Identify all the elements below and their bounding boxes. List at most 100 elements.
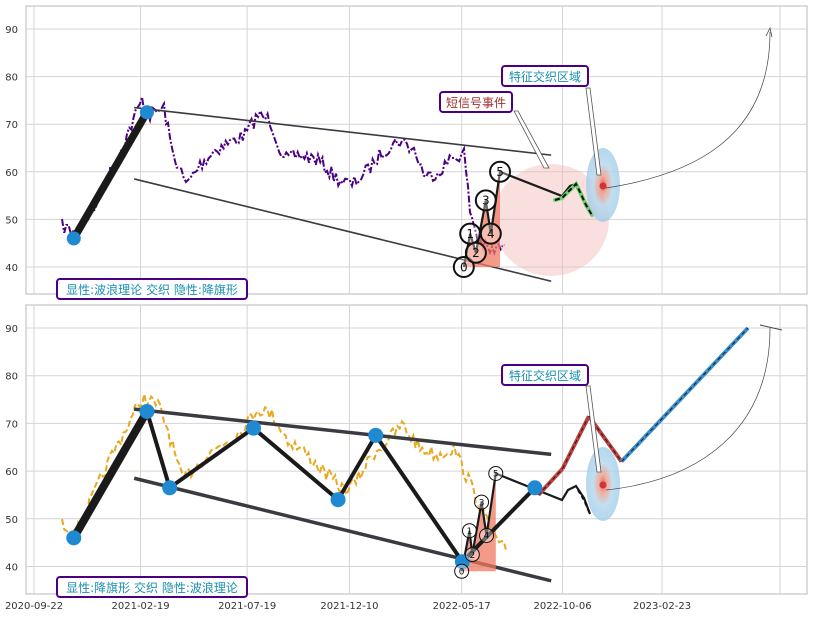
pivot-point [527, 480, 543, 496]
top-panel: 40 50 60 70 80 90 0 1 2 3 4 5 短信号事件 特征交织区域 显性:波浪理论… [5, 5, 808, 300]
x-tick-label: 2023-02-23 [633, 601, 691, 612]
wave-label: 4 [487, 227, 495, 241]
pattern-segment [373, 433, 465, 564]
wave-label-ring [489, 160, 512, 183]
y-tick-label: 40 [5, 563, 18, 574]
dashed-tail [554, 182, 593, 216]
wave-label-ring [461, 523, 477, 539]
signal-callout-text: 短信号事件 [446, 96, 506, 110]
x-tick-label: 2021-12-10 [320, 601, 378, 612]
zone-callout-bottom: 特征交织区域 [501, 364, 589, 386]
y-tick-label: 80 [5, 73, 18, 84]
y-tick-label: 70 [5, 120, 18, 131]
y-tick-label: 50 [5, 515, 18, 526]
wave-label-ring [464, 241, 487, 264]
y-tick-label: 60 [5, 467, 18, 478]
top-pivots [66, 105, 154, 246]
top-price-series [61, 96, 505, 257]
pattern-segment [69, 407, 151, 542]
projection-arc-top [605, 31, 771, 189]
top-wave-labels: 0 1 2 3 4 5 [452, 160, 512, 278]
pivot-point [66, 231, 81, 246]
y-tick-label: 90 [5, 25, 18, 36]
bottom-wave-labels: 0 1 2 3 4 5 [454, 465, 504, 579]
top-caption-box: 显性:波浪理论 交织 隐性:降旗形 [56, 278, 248, 300]
wave-label-ring [454, 563, 470, 579]
projection-dash [621, 327, 749, 462]
price-line-top [61, 96, 505, 257]
wave-label: 0 [459, 568, 465, 578]
pivot-point [162, 480, 178, 496]
x-tick-label: 2022-10-06 [533, 601, 591, 612]
projection-dash [562, 416, 590, 469]
projection-dash [538, 468, 563, 496]
pivot-point [368, 427, 384, 443]
pivot-point [139, 105, 154, 120]
price-line-bottom [61, 393, 507, 551]
wave-label: 2 [472, 246, 480, 260]
pattern-segment [336, 433, 378, 502]
bottom-gridlines [26, 305, 807, 594]
y-tick-label: 50 [5, 215, 18, 226]
wave-label-ring [488, 465, 504, 481]
wave-label-ring [464, 547, 480, 563]
x-tick-label: 2022-05-17 [433, 601, 491, 612]
x-tick-label: 2021-07-19 [218, 601, 276, 612]
callout-pointer-zone-bottom [585, 385, 602, 473]
zone-center-marker [599, 182, 607, 190]
y-tick-label: 40 [5, 263, 18, 274]
wave-label: 4 [484, 532, 490, 542]
callout-pointer-signal [513, 110, 550, 169]
x-tick-label: 2021-02-19 [112, 601, 170, 612]
wave-label: 3 [479, 498, 485, 508]
bottom-caption-box: 显性:降旗形 交织 隐性:波浪理论 [56, 576, 248, 598]
projection-arc-bottom [605, 327, 771, 491]
wave-label-ring [474, 494, 490, 510]
top-gridlines [26, 6, 807, 294]
pivot-point [66, 530, 82, 546]
top-plot-frame [25, 5, 808, 295]
wave-label: 5 [493, 470, 499, 480]
pattern-segment [460, 485, 537, 564]
arc-arrowhead-top [765, 26, 773, 38]
y-tick-label: 70 [5, 419, 18, 430]
dashed-tail [577, 489, 591, 515]
bottom-panel: 40 50 60 70 80 90 0 1 2 3 4 5 特征交织区域 显性:降旗形 交织 隐性:… [5, 304, 808, 612]
wave-label: 2 [469, 551, 475, 561]
bottom-price-series [61, 393, 507, 551]
projection-cap [759, 324, 783, 331]
zone-callout-top-text: 特征交织区域 [509, 69, 581, 84]
bottom-caption: 显性:降旗形 交织 隐性:波浪理论 [66, 580, 238, 595]
pattern-segment [167, 426, 256, 490]
zone-callout-bottom-text: 特征交织区域 [509, 368, 581, 383]
zone-callout-top: 特征交织区域 [501, 65, 589, 87]
wave-label: 0 [460, 260, 468, 274]
callout-pointer-zone-top [585, 87, 602, 176]
channel-upper [133, 407, 552, 457]
bottom-wave-fill [460, 471, 592, 572]
bottom-y-axis: 40 50 60 70 80 90 [5, 324, 18, 574]
y-tick-label: 90 [5, 324, 18, 335]
wave-label: 3 [482, 194, 490, 208]
y-tick-label: 80 [5, 372, 18, 383]
bottom-pattern-lines [69, 407, 537, 564]
pattern-segment [144, 409, 172, 490]
wave-label-ring [479, 527, 495, 543]
zone-center-marker-bottom [599, 481, 607, 489]
signal-callout: 短信号事件 [439, 91, 513, 113]
pivot-point [246, 420, 262, 436]
wave-label: 1 [466, 227, 474, 241]
pivot-point [139, 403, 155, 419]
wave-label: 5 [496, 165, 504, 179]
wave-label-ring [474, 189, 497, 212]
pattern-segment [70, 108, 151, 243]
x-axis-ticks: 2020-09-22 2021-02-19 2021-07-19 2021-12-10… [5, 601, 691, 612]
x-tick-label: 2020-09-22 [5, 601, 63, 612]
top-y-axis: 40 50 60 70 80 90 [5, 25, 18, 274]
wave-label-ring [479, 222, 502, 245]
channel-upper [134, 106, 552, 156]
wave-label: 1 [467, 527, 473, 537]
pattern-segment [251, 426, 341, 502]
top-pattern-lines [70, 108, 151, 243]
